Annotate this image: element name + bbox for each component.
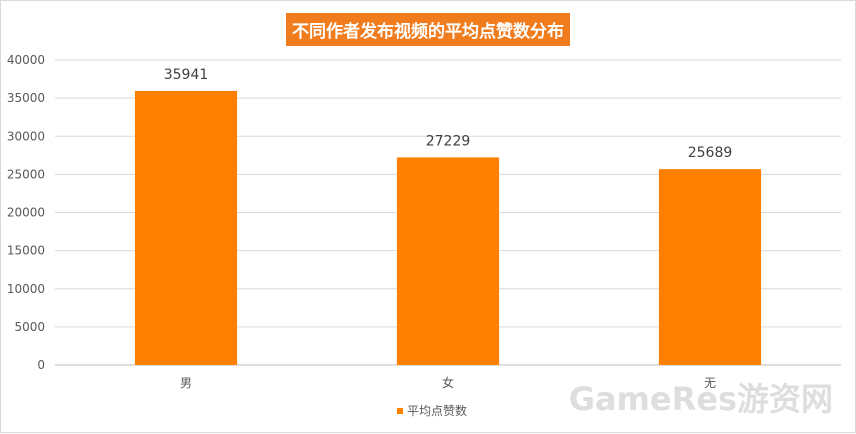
y-tick-label: 40000 <box>7 53 45 67</box>
x-tick-label: 无 <box>704 376 716 390</box>
y-tick-label: 20000 <box>7 206 45 220</box>
data-label: 35941 <box>164 67 209 83</box>
bars <box>134 90 762 365</box>
y-tick-label: 0 <box>37 358 45 372</box>
legend: 平均点赞数 <box>397 403 467 418</box>
y-tick-label: 15000 <box>7 244 45 258</box>
bar <box>134 90 238 365</box>
x-axis-ticks: 男女无 <box>180 375 716 390</box>
y-axis-ticks: 0 5000 10000 15000 20000 25000 30000 35000 40000 <box>7 53 45 372</box>
data-label: 27229 <box>426 133 471 149</box>
data-label: 25689 <box>688 145 733 161</box>
y-tick-label: 10000 <box>7 282 45 296</box>
y-tick-label: 25000 <box>7 167 45 181</box>
legend-swatch <box>397 408 403 414</box>
data-labels: 35941 27229 25689 <box>164 67 733 161</box>
legend-label: 平均点赞数 <box>407 403 467 418</box>
x-tick-label: 男 <box>180 376 192 390</box>
chart-title: 不同作者发布视频的平均点赞数分布 <box>286 13 570 46</box>
x-tick-label: 女 <box>442 375 454 390</box>
bar <box>396 157 500 365</box>
y-tick-label: 35000 <box>7 91 45 105</box>
y-tick-label: 5000 <box>14 320 45 334</box>
watermark: GameRes游资网 <box>568 380 833 418</box>
y-tick-label: 30000 <box>7 129 45 143</box>
bar <box>658 169 762 365</box>
